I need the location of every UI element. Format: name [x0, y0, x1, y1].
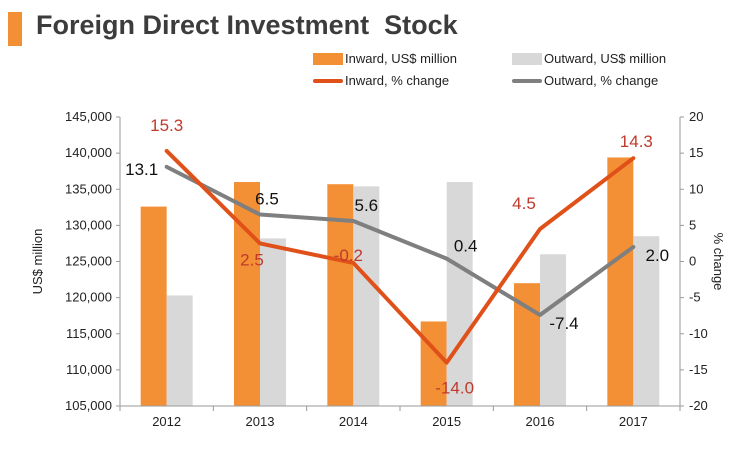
data-label-inward-2013: 2.5 — [240, 250, 264, 269]
bar-outward-2017 — [633, 236, 660, 406]
y-tick-label: 110,000 — [66, 362, 112, 377]
title-accent-bar — [8, 12, 22, 46]
y-tick-label: 120,000 — [65, 290, 112, 305]
bar-outward-2014 — [353, 186, 380, 406]
legend-label-inward-line: Inward, % change — [345, 73, 450, 88]
y-tick-label: 135,000 — [65, 181, 112, 196]
y-axis-title: US$ million — [30, 229, 45, 295]
x-tick-label-2017: 2017 — [619, 414, 648, 429]
bar-inward-2012 — [140, 206, 167, 406]
y-tick-label: 125,000 — [65, 254, 112, 269]
y2-tick-label: -20 — [689, 398, 708, 413]
data-label-inward-2017: 14.3 — [620, 132, 653, 151]
x-tick-label-2012: 2012 — [152, 414, 181, 429]
legend-swatch-inward-line — [313, 78, 343, 83]
data-label-inward-2012: 15.3 — [150, 116, 183, 135]
legend-label-inward-bars: Inward, US$ million — [345, 51, 457, 66]
legend-outward-bars: Outward, US$ million — [512, 51, 666, 66]
legend-outward-line: Outward, % change — [512, 73, 658, 88]
data-label-outward-2013: 6.5 — [255, 190, 279, 209]
data-label-outward-2014: 5.6 — [355, 196, 379, 215]
bar-outward-2013 — [260, 238, 286, 406]
line-inward-pct — [164, 148, 636, 365]
data-label-outward-2012: 13.1 — [125, 160, 158, 179]
data-label-inward-2016: 4.5 — [512, 194, 536, 213]
y2-tick-label: -5 — [689, 290, 701, 305]
y-tick-label: 115,000 — [66, 326, 112, 341]
chart-title: Foreign Direct Investment Stock — [36, 10, 458, 40]
legend-swatch-inward-bars — [313, 52, 343, 65]
y2-tick-label: 5 — [689, 217, 696, 232]
legend-label-outward-line: Outward, % change — [544, 73, 659, 88]
y2-tick-label: 15 — [689, 145, 703, 160]
bar-outward-2012 — [166, 295, 193, 406]
bar-inward-2014 — [327, 184, 354, 406]
bar-outward-2015 — [446, 182, 473, 406]
y-tick-label: 145,000 — [65, 109, 112, 124]
legend-inward-line: Inward, % change — [313, 73, 449, 88]
data-label-inward-2015: -14.0 — [435, 379, 474, 398]
data-label-inward-2014: -0.2 — [334, 246, 363, 265]
bar-inward-2017 — [607, 157, 634, 406]
x-tick-label-2016: 2016 — [526, 414, 555, 429]
bar-outward-2016 — [540, 254, 566, 406]
data-label-outward-2016: -7.4 — [549, 314, 578, 333]
y2-axis-title: % change — [711, 233, 726, 291]
data-label-outward-2017: 2.0 — [646, 246, 670, 265]
legend-swatch-outward-line — [512, 78, 542, 83]
x-tick-label-2013: 2013 — [246, 414, 275, 429]
x-tick-label-2014: 2014 — [339, 414, 368, 429]
y2-tick-label: -10 — [689, 326, 708, 341]
legend-swatch-outward-bars — [512, 52, 542, 65]
y2-tick-label: 0 — [689, 254, 696, 269]
y-tick-label: 140,000 — [65, 145, 112, 160]
y2-tick-label: 20 — [689, 109, 703, 124]
x-tick-label-2015: 2015 — [432, 414, 461, 429]
y-tick-label: 130,000 — [65, 217, 112, 232]
legend-inward-bars: Inward, US$ million — [313, 51, 457, 66]
bar-inward-2013 — [234, 182, 260, 406]
bar-inward-2015 — [420, 321, 447, 406]
y2-tick-label: 10 — [689, 181, 703, 196]
data-label-outward-2015: 0.4 — [454, 237, 478, 256]
y-tick-label: 105,000 — [65, 398, 112, 413]
legend-label-outward-bars: Outward, US$ million — [544, 51, 667, 66]
line-outward-pct — [164, 164, 636, 317]
y2-tick-label: -15 — [689, 362, 708, 377]
